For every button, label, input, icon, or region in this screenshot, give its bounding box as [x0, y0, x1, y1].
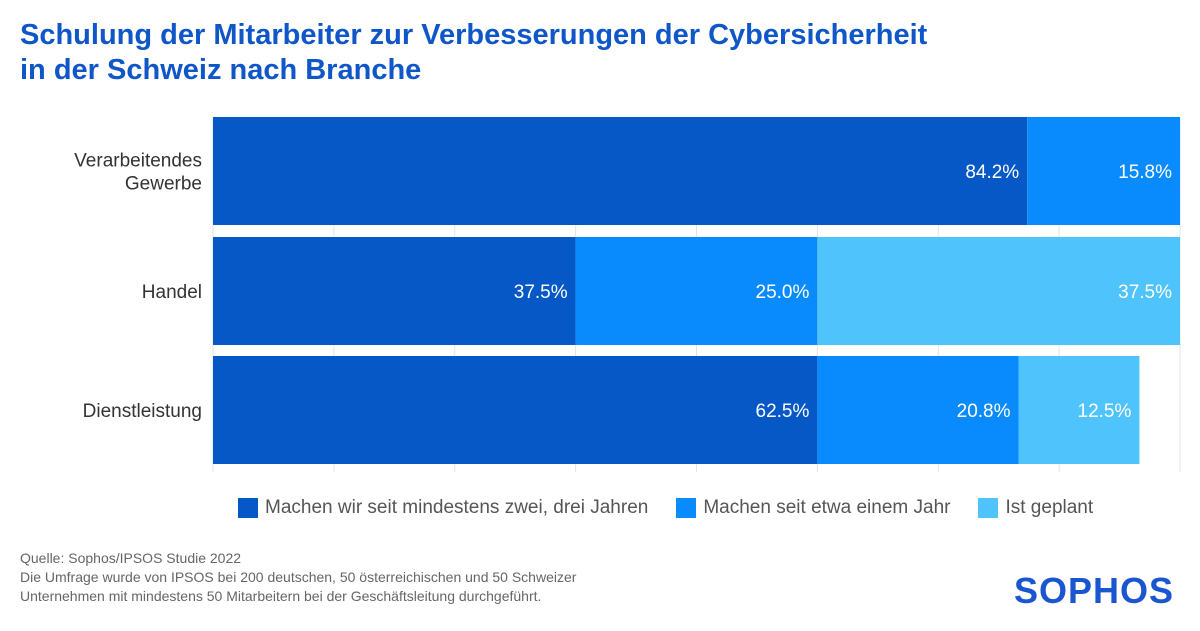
bar-segment [575, 237, 818, 345]
source-line: Unternehmen mit mindestens 50 Mitarbeite… [20, 588, 542, 604]
bar-segment [817, 237, 1180, 345]
data-label: 15.8% [1118, 162, 1172, 183]
title-line: in der Schweiz nach Branche [20, 54, 422, 86]
legend-swatch [676, 498, 697, 518]
source-note: Quelle: Sophos/IPSOS Studie 2022 Die Umf… [20, 549, 576, 606]
legend-item: Ist geplant [978, 497, 1093, 519]
bar-segment [1027, 117, 1180, 225]
source-line: Quelle: Sophos/IPSOS Studie 2022 [20, 550, 242, 566]
legend-label: Machen seit etwa einem Jahr [703, 497, 951, 518]
category-label: Verarbeitendes [74, 151, 202, 172]
legend-item: Machen wir seit mindestens zwei, drei Ja… [238, 497, 648, 519]
bar-segment [1018, 356, 1140, 464]
data-label: 37.5% [1118, 282, 1172, 303]
title-line: Schulung der Mitarbeiter zur Verbesserun… [20, 19, 928, 51]
legend-swatch [238, 498, 258, 518]
bar-segment [213, 237, 576, 345]
chart-title: Schulung der Mitarbeiter zur Verbesserun… [20, 18, 927, 88]
legend-swatch [978, 498, 999, 518]
data-label: 84.2% [965, 162, 1019, 183]
category-label: Dienstleistung [83, 401, 202, 422]
bar-segment [817, 356, 1019, 464]
data-label: 62.5% [756, 401, 810, 422]
category-label: Handel [142, 282, 202, 303]
category-label: Gewerbe [125, 174, 202, 195]
source-line: Die Umfrage wurde von IPSOS bei 200 deut… [20, 569, 577, 585]
legend-item: Machen seit etwa einem Jahr [676, 497, 950, 519]
bar-segment [213, 117, 1028, 225]
data-label: 37.5% [514, 282, 568, 303]
legend: Machen wir seit mindestens zwei, drei Ja… [238, 497, 1121, 519]
data-label: 25.0% [756, 282, 810, 303]
sophos-logo: SOPHOS [1013, 570, 1174, 611]
legend-label: Machen wir seit mindestens zwei, drei Ja… [265, 497, 649, 518]
legend-label: Ist geplant [1005, 497, 1094, 518]
bar-segment [213, 356, 818, 464]
data-label: 20.8% [957, 401, 1011, 422]
data-label: 12.5% [1078, 401, 1132, 422]
